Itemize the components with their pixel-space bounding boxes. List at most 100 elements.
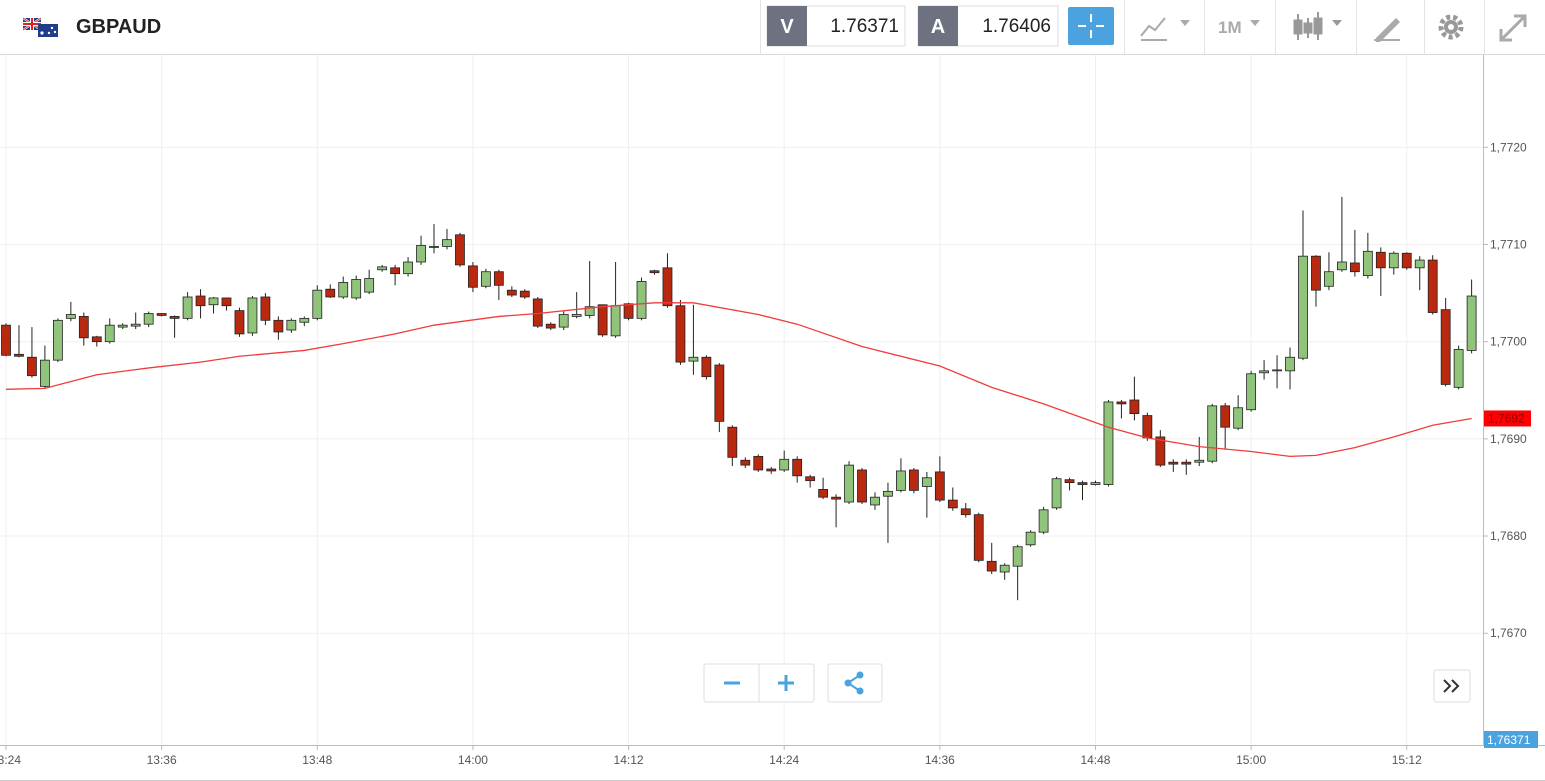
- y-tick-label: 1,7670: [1490, 626, 1527, 640]
- candle-body: [934, 471, 945, 501]
- candle-body: [1259, 370, 1269, 374]
- candle-body: [727, 426, 738, 458]
- candle-body: [91, 336, 102, 343]
- candle-type-button[interactable]: [1293, 12, 1342, 40]
- buy-label: A: [931, 16, 945, 38]
- candle-body: [104, 324, 115, 343]
- candle-body: [1038, 509, 1049, 533]
- candle-body: [468, 265, 478, 288]
- x-tick-label: 13:24: [0, 753, 21, 767]
- candle-body: [273, 319, 284, 333]
- x-tick-label: 14:24: [769, 753, 799, 767]
- ma-value-label: 1,7692: [1488, 411, 1525, 425]
- candle-body: [1349, 262, 1360, 273]
- divider: [1275, 0, 1276, 54]
- candle-body: [299, 317, 310, 323]
- candle-body: [1414, 259, 1425, 269]
- ma-value-tag: [1484, 410, 1531, 427]
- drawing-button[interactable]: [1374, 18, 1400, 42]
- candle-body: [844, 464, 854, 503]
- candle-body: [1194, 459, 1205, 463]
- candle-body: [117, 324, 128, 328]
- x-tick-label: 14:00: [458, 753, 488, 767]
- candle-body: [610, 305, 621, 337]
- grid: [0, 55, 1483, 745]
- candle-body: [1129, 399, 1140, 415]
- candle-body: [1272, 369, 1282, 372]
- y-tick-label: 1,7710: [1490, 238, 1527, 252]
- zoom-controls: [703, 663, 883, 703]
- x-tick-label: 14:36: [925, 753, 955, 767]
- candle-body: [636, 281, 647, 319]
- candle-body: [78, 316, 89, 339]
- candle-body: [986, 560, 997, 572]
- candle-body: [1012, 546, 1023, 567]
- x-tick-label: 14:12: [614, 753, 644, 767]
- candle-body: [558, 314, 569, 328]
- sell-price: 1.76371: [830, 16, 899, 37]
- candle-body: [1103, 401, 1114, 485]
- y-tick-label: 1,7720: [1490, 140, 1527, 154]
- candle-body: [221, 297, 232, 307]
- x-tick-label: 15:00: [1236, 753, 1266, 767]
- candle-body: [675, 305, 686, 363]
- candle-body: [480, 271, 491, 287]
- candle-body: [1220, 405, 1231, 428]
- candle-body: [195, 295, 206, 307]
- candle-body: [519, 290, 530, 298]
- candle-body: [779, 458, 790, 471]
- candle-body: [208, 297, 219, 306]
- divider: [760, 0, 761, 54]
- candle-body: [1324, 271, 1334, 287]
- timeframe-button[interactable]: 1M: [1218, 18, 1260, 37]
- candle-body: [584, 306, 595, 316]
- share-button[interactable]: [827, 663, 883, 703]
- candle-body: [14, 353, 24, 357]
- candle-body: [818, 489, 829, 498]
- candle-body: [130, 323, 141, 327]
- candle-body: [1168, 461, 1179, 465]
- flag-icon: [22, 17, 58, 37]
- candle-body: [999, 564, 1010, 573]
- candle-body: [688, 356, 699, 362]
- crosshair-button[interactable]: [1068, 7, 1114, 45]
- candle-body: [1207, 405, 1218, 462]
- candle-body: [1362, 250, 1373, 277]
- zoom-in-button[interactable]: [759, 664, 814, 702]
- candle-body: [1427, 259, 1438, 313]
- x-tick-label: 13:36: [147, 753, 177, 767]
- chart-type-button[interactable]: [1140, 17, 1190, 41]
- candle-body: [156, 313, 167, 316]
- candle-body: [377, 266, 388, 271]
- divider: [1204, 0, 1205, 54]
- candle-body: [857, 469, 867, 503]
- candle-body: [714, 364, 725, 422]
- candle-body: [1466, 295, 1477, 351]
- candle-body: [325, 288, 336, 298]
- candle-body: [364, 278, 375, 293]
- sell-label-box[interactable]: [767, 6, 807, 46]
- zoom-out-button[interactable]: [704, 664, 759, 702]
- fullscreen-button[interactable]: [1499, 14, 1527, 42]
- candle-body: [338, 282, 349, 298]
- y-tick-label: 1,7680: [1490, 529, 1527, 543]
- scroll-right-button[interactable]: [1433, 669, 1471, 703]
- divider: [1124, 0, 1125, 54]
- candle-body: [740, 459, 751, 466]
- candle-body: [701, 356, 712, 378]
- candle-body: [1181, 461, 1192, 465]
- candle-body: [455, 234, 465, 266]
- candle-body: [649, 270, 660, 274]
- candle-body: [493, 271, 504, 286]
- candle-body: [390, 267, 401, 275]
- symbol: GBPAUD: [76, 16, 161, 38]
- y-tick-label: 1,7700: [1490, 335, 1527, 349]
- candle-body: [169, 316, 180, 319]
- candle-body: [805, 476, 816, 482]
- buy-label-box[interactable]: [918, 6, 958, 46]
- divider: [1484, 0, 1485, 54]
- settings-button[interactable]: [1438, 14, 1464, 40]
- candle-body: [1090, 482, 1101, 485]
